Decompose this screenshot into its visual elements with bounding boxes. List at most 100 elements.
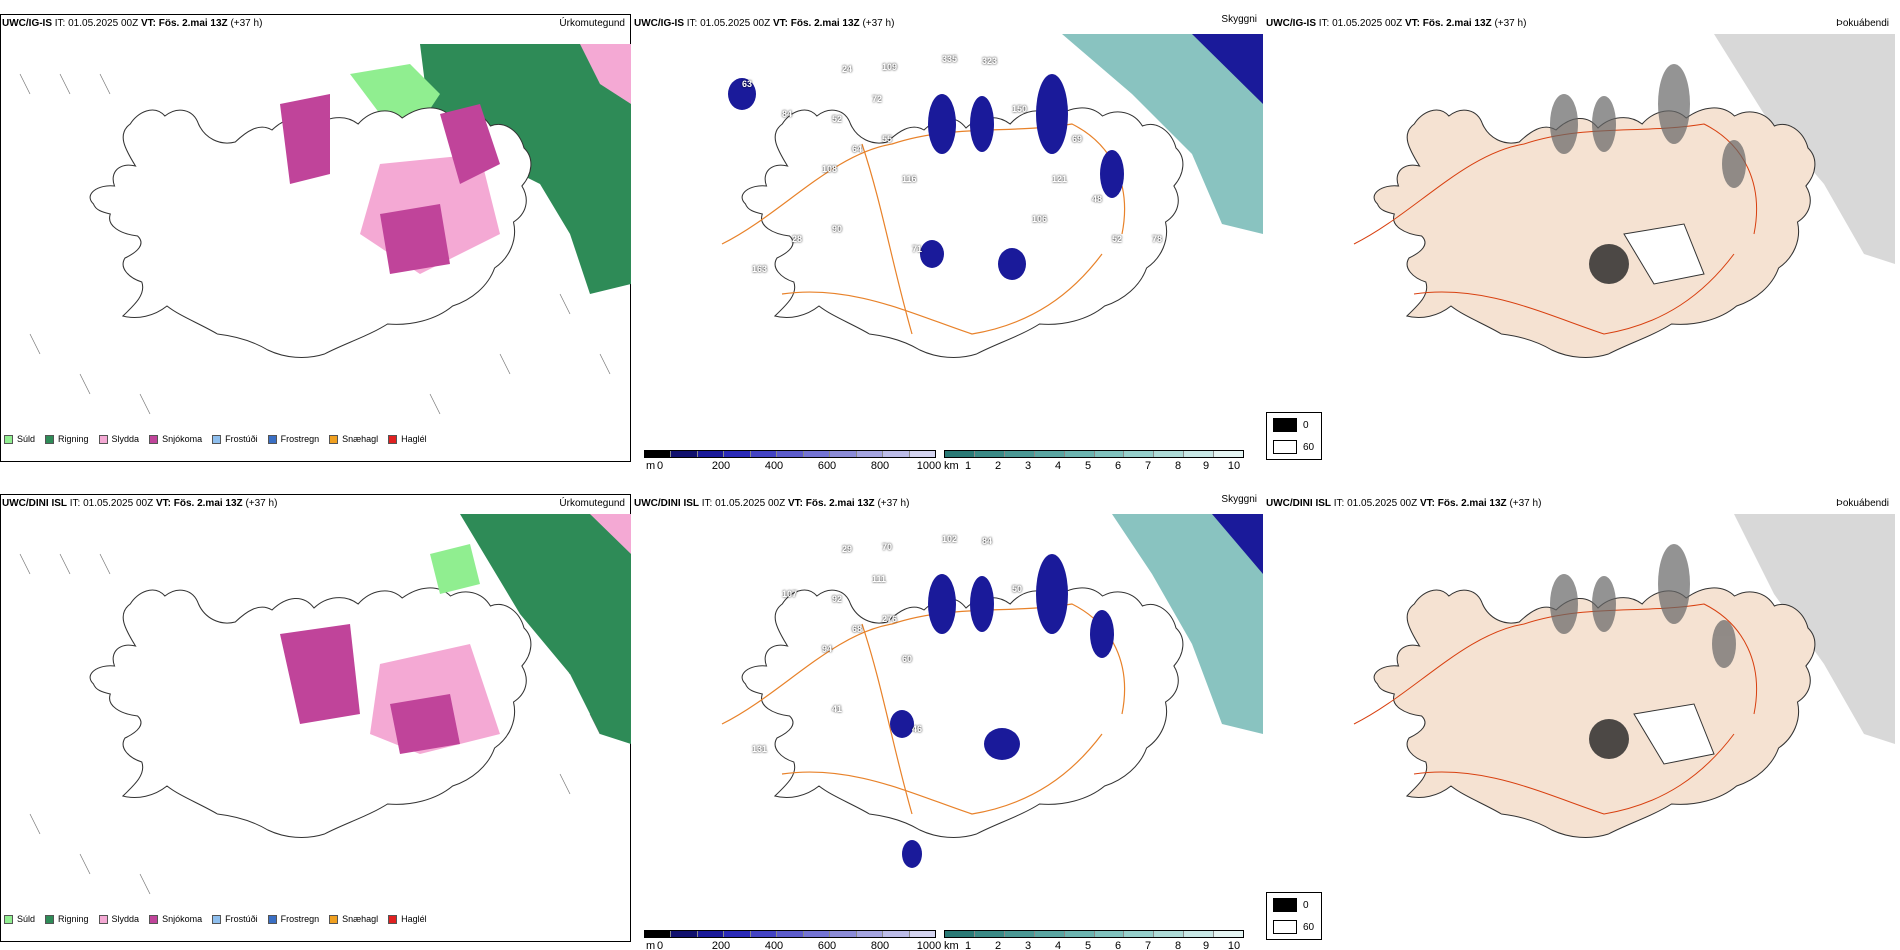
tick-label: 4 — [1054, 940, 1062, 950]
tick-label: 600 — [817, 940, 837, 950]
drizzle-area — [350, 64, 440, 124]
legend-item: Snæhagl — [329, 434, 378, 444]
tick-label: 400 — [764, 940, 784, 950]
tick-label: 5 — [1084, 460, 1092, 472]
precip-map-svg — [19, 514, 631, 895]
visibility-unit: km — [944, 940, 959, 950]
lead-time: (+37 h) — [230, 18, 263, 29]
drizzle-area — [430, 544, 480, 594]
model-name: UWC/DINI ISL — [2, 498, 67, 509]
low-visibility-area — [1062, 34, 1263, 234]
panel-header: UWC/DINI ISL IT: 01.05.2025 00Z VT: Fös.… — [2, 498, 627, 512]
init-time: IT: 01.05.2025 00Z — [69, 498, 154, 509]
tick-label: 800 — [870, 940, 890, 950]
legend-swatch — [388, 434, 398, 444]
valid-time-label: VT: — [1419, 498, 1435, 509]
fog-legend-top: 0 60 — [1266, 412, 1322, 460]
visibility-bar — [944, 450, 1244, 458]
legend-label: Frostúði — [225, 434, 258, 444]
tick-label: 3 — [1024, 460, 1032, 472]
legend-item: Frostregn — [267, 434, 320, 444]
tick-label: 7 — [1144, 460, 1152, 472]
model-name: UWC/IG-IS — [1266, 18, 1316, 29]
panel-header: UWC/DINI ISL IT: 01.05.2025 00Z VT: Fös.… — [1266, 498, 1891, 512]
fog-offshore — [1734, 514, 1895, 744]
valid-time-label: VT: — [787, 498, 803, 509]
cloud-map[interactable] — [632, 514, 1263, 924]
sleet-area-ne — [580, 44, 631, 104]
fog-panel-top: UWC/IG-IS IT: 01.05.2025 00Z VT: Fös. 2.… — [1264, 14, 1895, 476]
glacier — [1623, 223, 1705, 285]
valid-time-label: VT: — [1404, 18, 1420, 29]
legend-label: Frostregn — [280, 434, 320, 444]
tick-label: 400 — [764, 460, 784, 472]
model-name: UWC/IG-IS — [634, 18, 684, 29]
valid-time: Fös. 2.mai 13Z — [1437, 498, 1507, 509]
rain-area — [460, 514, 631, 744]
fog-map[interactable] — [1264, 34, 1895, 444]
cloud-map[interactable] — [632, 34, 1263, 444]
legend-label: Rigning — [58, 914, 89, 924]
tick-label: 9 — [1202, 460, 1210, 472]
legend-label: Haglél — [401, 434, 427, 444]
tick-label: 10 — [1227, 940, 1241, 950]
legend-item: Súld — [4, 434, 35, 444]
legend-item: Snæhagl — [329, 914, 378, 924]
tick-label: 2 — [994, 460, 1002, 472]
low-visibility-area — [1112, 514, 1263, 734]
tick-label: 0 — [656, 460, 664, 472]
legend-swatch — [4, 914, 13, 924]
lead-time: (+37 h) — [245, 498, 278, 509]
low-cloud-area — [1212, 514, 1263, 574]
fog-map-svg — [1264, 34, 1895, 444]
panel-title: Skyggni — [1221, 494, 1257, 505]
tick-label: 5 — [1084, 940, 1092, 950]
init-time: IT: 01.05.2025 00Z — [1318, 18, 1403, 29]
legend-swatch — [45, 914, 55, 924]
glacier — [1633, 703, 1715, 765]
tick-label: 4 — [1054, 460, 1062, 472]
cloudbase-unit: m — [646, 940, 656, 950]
legend-item: Haglél — [388, 914, 427, 924]
model-name: UWC/DINI ISL — [1266, 498, 1331, 509]
tick-label: 1 — [964, 460, 972, 472]
valid-time-label: VT: — [155, 498, 171, 509]
fog-dark — [1589, 244, 1629, 284]
tick-label: 10 — [1227, 460, 1241, 472]
legend-swatch — [149, 434, 159, 444]
valid-time-label: VT: — [772, 18, 788, 29]
tick-label: 1 — [964, 940, 972, 950]
low-cloud-area — [1192, 34, 1263, 104]
legend-item: Snjókoma — [149, 914, 202, 924]
cloud-map-svg — [721, 514, 1263, 868]
tick-label: 6 — [1114, 940, 1122, 950]
precip-map-svg — [19, 44, 631, 415]
legend-swatch — [388, 914, 398, 924]
panel-title: Úrkomutegund — [559, 498, 625, 509]
valid-time: Fös. 2.mai 13Z — [805, 498, 875, 509]
precip-legend: Súld Rigning Slydda Snjókoma Frostúði Fr… — [4, 434, 427, 444]
cloud-map-svg — [721, 34, 1263, 359]
valid-time-label: VT: — [140, 18, 156, 29]
legend-swatch — [98, 434, 108, 444]
panel-title: Skyggni — [1221, 14, 1257, 25]
visibility-colorbar: km 1 2 3 4 5 6 7 8 9 10 — [944, 930, 1254, 950]
tick-label: 1000 — [916, 460, 942, 472]
fog-blobs — [1550, 544, 1736, 668]
legend-label: Slydda — [111, 914, 140, 924]
tick-label: 200 — [711, 940, 731, 950]
legend-item: Slydda — [98, 914, 140, 924]
fog-map[interactable] — [1264, 514, 1895, 924]
valid-time: Fös. 2.mai 13Z — [158, 18, 228, 29]
precip-map[interactable] — [0, 514, 631, 924]
panel-title: Úrkomutegund — [559, 18, 625, 29]
fog-swatch — [1273, 418, 1297, 432]
snow-area-2 — [280, 94, 330, 184]
legend-swatch — [4, 434, 13, 444]
precip-map[interactable] — [0, 34, 631, 444]
model-name: UWC/IG-IS — [2, 18, 52, 29]
legend-swatch — [45, 434, 55, 444]
precip-legend: Súld Rigning Slydda Snjókoma Frostúði Fr… — [4, 914, 427, 924]
init-time: IT: 01.05.2025 00Z — [701, 498, 786, 509]
tick-label: 1000 — [916, 940, 942, 950]
